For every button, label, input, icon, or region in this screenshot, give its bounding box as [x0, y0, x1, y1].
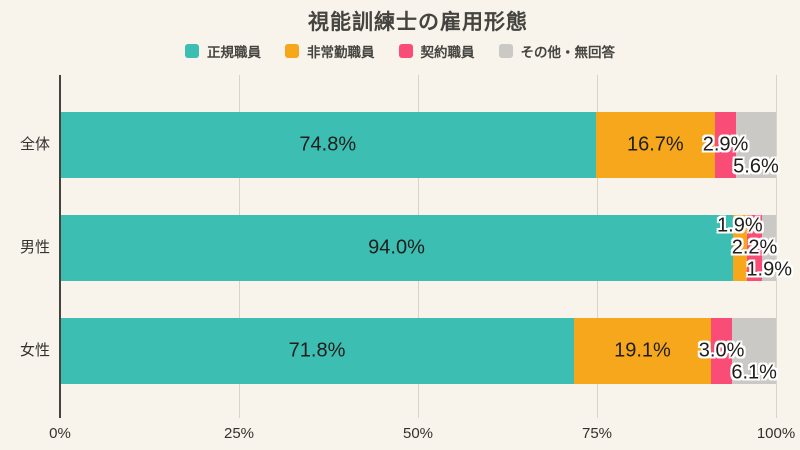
value-label: 19.1%	[614, 339, 671, 362]
bar-segment	[710, 318, 733, 384]
value-label: 94.0%	[368, 236, 425, 259]
legend-label: 契約職員	[420, 45, 475, 60]
legend-swatch	[398, 44, 413, 58]
value-label: 74.8%	[299, 133, 357, 156]
bar-segment	[60, 112, 596, 178]
chart-title: 視能訓練士の雇用形態	[308, 11, 528, 34]
bar-segment	[715, 112, 736, 178]
legend-swatch	[185, 44, 199, 58]
legend: 正規職員 非常勤職員 契約職員 その他・無回答	[0, 41, 800, 61]
plot-area: 0% 25% 50% 75% 100% 74.8% 16.7% 2.9% 5.6% 全体 94.0%…	[20, 75, 795, 442]
legend-item: 正規職員	[185, 41, 261, 61]
value-label: 6.1%	[731, 361, 777, 384]
legend-swatch	[498, 44, 513, 58]
bar-segment	[735, 112, 776, 178]
x-tick-label: 100%	[756, 425, 796, 442]
bar-segment	[733, 215, 747, 281]
category-label: 全体	[19, 136, 50, 153]
category-label: 男性	[19, 239, 50, 256]
legend-label: 非常勤職員	[307, 45, 375, 60]
value-label: 1.9%	[746, 258, 792, 281]
bar-segment	[762, 215, 776, 281]
bar-row: 94.0% 1.9% 2.2% 1.9% 男性	[20, 214, 792, 281]
x-tick-label: 75%	[581, 425, 613, 442]
legend-label: 正規職員	[207, 45, 261, 60]
x-tick-label: 0%	[49, 425, 71, 442]
gridline	[776, 75, 777, 418]
bar-row: 71.8% 19.1% 3.0% 6.1% 女性	[20, 318, 777, 384]
legend-label: その他・無回答	[520, 45, 616, 60]
bar-segment	[746, 215, 763, 281]
x-tick-label: 25%	[223, 425, 255, 442]
value-label: 2.2%	[731, 236, 778, 259]
x-tick-label: 50%	[402, 425, 434, 442]
legend-item: 非常勤職員	[285, 41, 375, 61]
bar-row: 74.8% 16.7% 2.9% 5.6% 全体	[20, 112, 779, 178]
legend-item: 契約職員	[398, 41, 475, 61]
value-label: 1.9%	[717, 214, 763, 237]
bar-segment	[732, 318, 776, 384]
value-label: 71.8%	[288, 339, 346, 362]
legend-item: その他・無回答	[498, 41, 616, 61]
category-label: 女性	[19, 342, 50, 359]
y-axis-line	[59, 75, 61, 418]
bar-segment	[60, 215, 734, 281]
value-label: 3.0%	[698, 339, 745, 362]
value-label: 2.9%	[702, 133, 749, 156]
bar-segment	[595, 112, 716, 178]
value-label: 16.7%	[626, 133, 684, 156]
value-label: 5.6%	[733, 155, 779, 178]
bar-segment	[574, 318, 711, 384]
bar-segment	[60, 318, 575, 384]
legend-swatch	[285, 44, 299, 58]
